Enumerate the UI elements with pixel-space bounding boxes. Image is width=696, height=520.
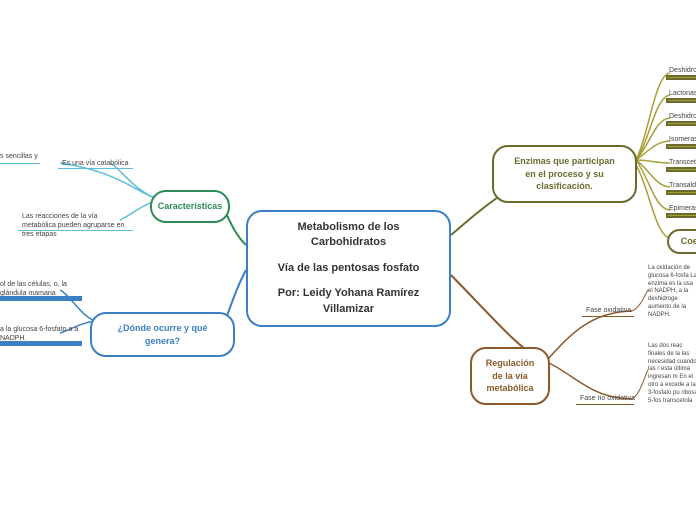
node-donde-label: ¿Dónde ocurre y qué genera? (106, 322, 219, 347)
bar-fase-ox (582, 316, 634, 317)
bar-enz-6 (666, 190, 696, 195)
bar-carac-2 (58, 168, 133, 169)
node-coen[interactable]: Coen (667, 229, 696, 254)
node-enzimas-label: Enzimas que participan en el proceso y s… (508, 155, 621, 193)
leaf-carac-2: Es una vía catabólica (62, 159, 129, 168)
bar-carac-3 (18, 230, 133, 231)
node-coen-label: Coen (681, 235, 696, 248)
node-donde[interactable]: ¿Dónde ocurre y qué genera? (90, 312, 235, 357)
node-regulacion-label: Regulación de la vía metabólica (486, 357, 535, 395)
node-enzimas[interactable]: Enzimas que participan en el proceso y s… (492, 145, 637, 203)
central-line1: Metabolismo de los Carbohidratos (262, 220, 435, 251)
leaf-carac-3: Las reacciones de la vía metabólica pued… (22, 212, 132, 239)
leaf-enz-4: Isomeras (669, 135, 696, 144)
leaf-fase-ox: Fase oxidativa (586, 307, 631, 314)
leaf-carac-1: s sencillas y (0, 152, 40, 161)
bar-enz-4 (666, 144, 696, 149)
bar-enz-7 (666, 213, 696, 218)
bar-enz-3 (666, 121, 696, 126)
leaf-enz-2: Lactonas (669, 89, 696, 98)
bar-donde-1 (0, 296, 82, 301)
leaf-enz-1: Deshidrog (669, 66, 696, 75)
bar-carac-1 (0, 163, 40, 164)
leaf-enz-7: Epimeras (669, 204, 696, 213)
leaf-enz-6: Transald (669, 181, 696, 190)
central-topic[interactable]: Metabolismo de los Carbohidratos Vía de … (246, 210, 451, 327)
leaf-enz-3: Deshidrog (669, 112, 696, 121)
node-caracteristicas[interactable]: Características (150, 190, 230, 223)
leaf-fase-no: Fase no oxidativa (580, 395, 635, 402)
bar-enz-5 (666, 167, 696, 172)
bar-enz-2 (666, 98, 696, 103)
leaf-fase-ox-txt: La oxidación de glucosa 6-fosfa La enzim… (648, 265, 696, 320)
leaf-fase-no-txt: Las dos reac finales de la las necesidad… (648, 343, 696, 405)
node-caracteristicas-label: Características (158, 200, 223, 213)
central-line2: Vía de las pentosas fosfato (278, 261, 420, 276)
bar-enz-1 (666, 75, 696, 80)
central-line3: Por: Leidy Yohana Ramírez Villamizar (262, 286, 435, 317)
bar-donde-2 (0, 341, 82, 346)
leaf-enz-5: Transceto (669, 158, 696, 167)
node-regulacion[interactable]: Regulación de la vía metabólica (470, 347, 550, 405)
bar-fase-no (576, 404, 634, 405)
